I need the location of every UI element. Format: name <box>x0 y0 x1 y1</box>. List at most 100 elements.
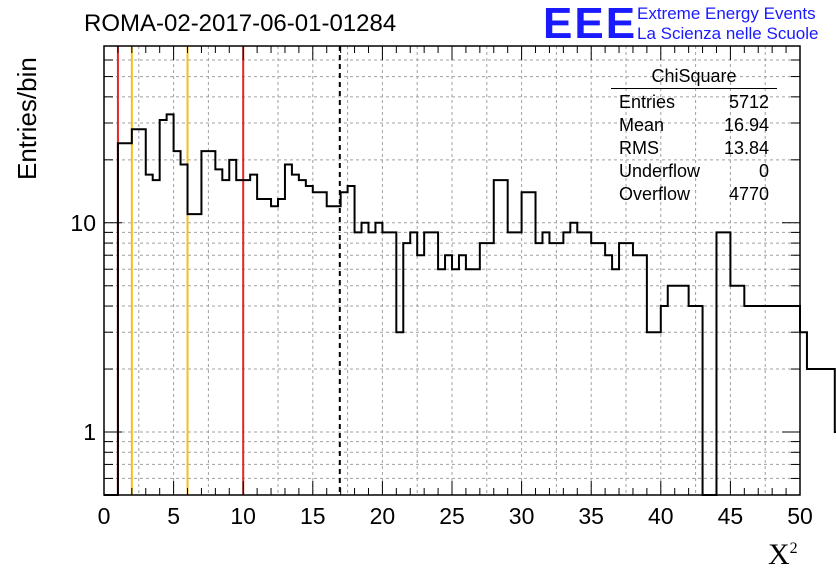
histogram-bin <box>654 332 661 495</box>
histogram-bin <box>243 180 250 495</box>
histogram-bin <box>431 232 438 495</box>
histogram-bin <box>139 129 146 495</box>
histogram-bin <box>814 369 821 495</box>
histogram-bin <box>368 232 375 495</box>
stats-value: 13.84 <box>723 138 769 158</box>
stats-box: ChiSquare Entries 5712 Mean 16.94 RMS 13… <box>611 66 777 206</box>
histogram-bin <box>118 143 125 495</box>
histogram-bin <box>160 120 167 495</box>
histogram-bin <box>382 232 389 495</box>
logo-mark: EEE <box>543 0 638 48</box>
histogram-bin <box>779 306 786 495</box>
stats-value: 0 <box>758 161 769 181</box>
x-tick-label: 50 <box>787 503 813 529</box>
histogram-bin <box>473 269 480 495</box>
histogram-bin <box>236 180 243 495</box>
histogram-bin <box>222 180 229 495</box>
histogram-bin <box>153 180 160 495</box>
histogram-bin <box>389 232 396 495</box>
stats-row-entries: Entries 5712 <box>611 91 777 114</box>
histogram-bin <box>758 306 765 495</box>
histogram-bin <box>696 306 703 495</box>
histogram-bin <box>689 306 696 495</box>
logo-line-1: Extreme Energy Events <box>637 4 816 23</box>
histogram-bin <box>341 192 348 495</box>
histogram-bin <box>577 232 584 495</box>
histogram-bin <box>424 232 431 495</box>
histogram-bin <box>167 114 174 495</box>
histogram-bin <box>765 306 772 495</box>
histogram-bin <box>668 286 675 495</box>
stats-title: ChiSquare <box>611 66 777 89</box>
histogram-bin <box>647 332 654 495</box>
histogram-bin <box>821 369 828 495</box>
chart-title: ROMA-02-2017-06-01-01284 <box>84 10 397 37</box>
histogram-series-line <box>104 113 836 496</box>
stats-row-mean: Mean 16.94 <box>611 114 777 137</box>
stats-label: RMS <box>619 138 659 158</box>
x-tick-label: 25 <box>439 503 465 529</box>
histogram-bin <box>375 223 382 495</box>
histogram-bin <box>181 164 188 495</box>
histogram-bin <box>494 180 501 495</box>
histogram-bin <box>737 286 744 495</box>
histogram-bin <box>563 232 570 495</box>
axis-ticks: 0 5 10 15 20 25 30 35 40 45 50 1 10 <box>70 46 813 529</box>
histogram-bin <box>730 286 737 495</box>
histogram-bins <box>104 113 836 496</box>
stats-label: Entries <box>619 92 676 112</box>
histogram-bin <box>529 192 536 495</box>
histogram-bin <box>201 151 208 495</box>
x-axis-label-exponent: 2 <box>789 540 798 557</box>
histogram-bin <box>417 255 424 495</box>
histogram-bin <box>605 255 612 495</box>
histogram-bin <box>633 255 640 495</box>
stats-row-overflow: Overflow 4770 <box>611 183 777 206</box>
y-tick-label: 10 <box>70 210 96 236</box>
stats-label: Overflow <box>619 184 691 204</box>
histogram-bin <box>584 232 591 495</box>
histogram-bin <box>675 286 682 495</box>
histogram-bin <box>194 214 201 495</box>
x-tick-label: 10 <box>230 503 256 529</box>
stats-value: 5712 <box>728 92 769 112</box>
histogram-bin <box>396 332 403 495</box>
histogram-bin <box>501 180 508 495</box>
histogram-bin <box>327 206 334 495</box>
x-axis-label-symbol: X <box>768 538 790 571</box>
histogram-bin <box>807 369 814 495</box>
histogram-bin <box>800 332 807 495</box>
x-tick-label: 35 <box>578 503 604 529</box>
stats-label: Underflow <box>619 161 701 181</box>
histogram-bin <box>452 269 459 495</box>
histogram-bin <box>208 151 215 495</box>
histogram-bin <box>125 143 132 495</box>
x-tick-label: 15 <box>300 503 326 529</box>
histogram-bin <box>466 269 473 495</box>
histogram-bin <box>508 232 515 495</box>
histogram-bin <box>661 306 668 495</box>
histogram-bin <box>285 164 292 495</box>
histogram-bin <box>445 255 452 495</box>
histogram-bin <box>570 223 577 495</box>
histogram-bin <box>793 306 800 495</box>
histogram-bin <box>320 192 327 495</box>
histogram-bin <box>612 269 619 495</box>
histogram-bin <box>786 306 793 495</box>
histogram-bin <box>744 306 751 495</box>
histogram-bin <box>174 151 181 495</box>
x-tick-label: 30 <box>509 503 535 529</box>
histogram-bin <box>542 232 549 495</box>
histogram-bin <box>772 306 779 495</box>
histogram-bin <box>362 223 369 495</box>
stats-label: Mean <box>619 115 665 135</box>
histogram-bin <box>229 160 236 495</box>
histogram-bin <box>716 232 723 495</box>
stats-value: 16.94 <box>723 115 769 135</box>
histogram-bin <box>299 180 306 495</box>
x-tick-label: 45 <box>718 503 744 529</box>
x-tick-label: 40 <box>648 503 674 529</box>
histogram-bin <box>410 232 417 495</box>
histogram-bin <box>188 214 195 495</box>
